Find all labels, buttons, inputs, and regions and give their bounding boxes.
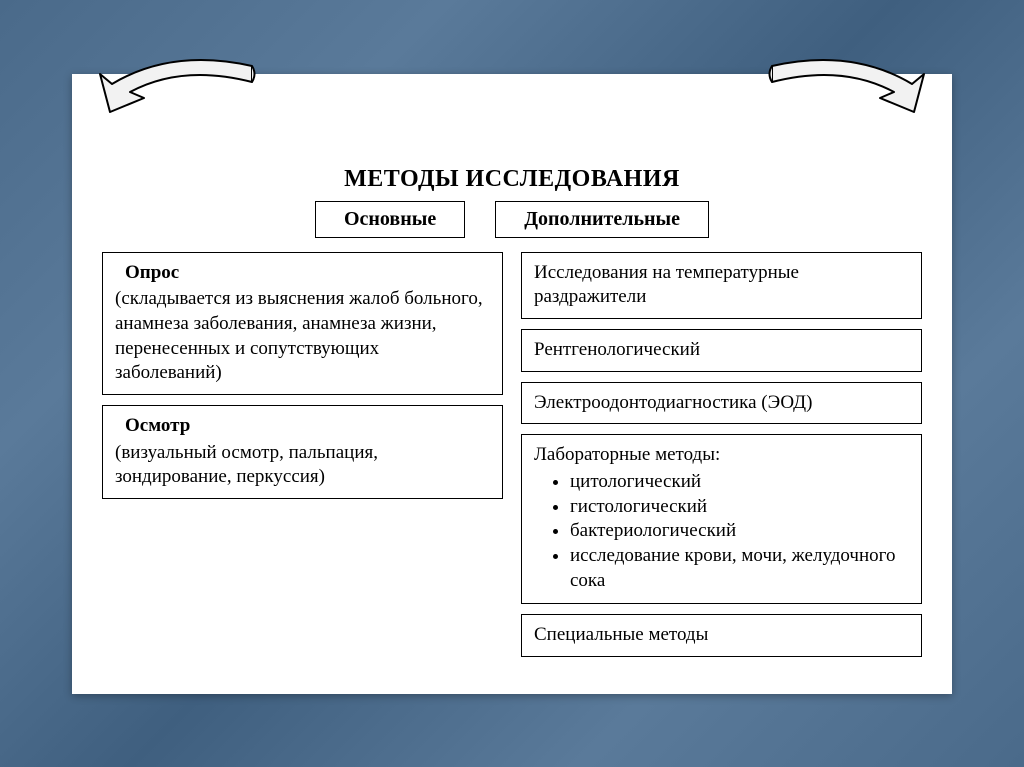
box-title: Опрос xyxy=(125,261,490,286)
category-row: Основные Дополнительные xyxy=(102,201,922,238)
header-row xyxy=(102,94,922,154)
curved-arrow-right-icon xyxy=(762,56,932,141)
box-text: Рентгенологический xyxy=(534,339,700,360)
curved-arrow-left-icon xyxy=(92,56,262,141)
lab-list: цитологический гистологический бактериол… xyxy=(534,470,909,593)
category-right: Дополнительные xyxy=(495,201,709,238)
right-box-temp: Исследования на температурные раздражите… xyxy=(521,252,922,319)
list-item: бактериологический xyxy=(570,519,909,544)
list-item: гистологический xyxy=(570,495,909,520)
list-item: цитологический xyxy=(570,470,909,495)
box-text: Исследования на температурные раздражите… xyxy=(534,262,799,308)
category-left: Основные xyxy=(315,201,465,238)
box-title: Осмотр xyxy=(125,414,490,439)
right-column: Исследования на температурные раздражите… xyxy=(521,252,922,658)
right-box-lab: Лабораторные методы: цитологический гист… xyxy=(521,434,922,604)
columns: Опрос (складывается из выяснения жалоб б… xyxy=(102,252,922,658)
right-box-eod: Электроодонтодиагностика (ЭОД) xyxy=(521,382,922,425)
box-text: Специальные методы xyxy=(534,624,708,645)
left-box-osmotr: Осмотр (визуальный осмотр, пальпация, зо… xyxy=(102,405,503,499)
right-box-xray: Рентгенологический xyxy=(521,329,922,372)
diagram-title: МЕТОДЫ ИССЛЕДОВАНИЯ xyxy=(102,166,922,193)
list-item: исследование крови, мочи, желудочного со… xyxy=(570,544,909,593)
right-box-special: Специальные методы xyxy=(521,614,922,657)
box-text: Электроодонтодиагностика (ЭОД) xyxy=(534,392,812,413)
box-body: (складывается из выяснения жалоб больног… xyxy=(115,288,483,383)
box-text: Лабораторные методы: xyxy=(534,444,720,465)
box-body: (визуальный осмотр, пальпация, зондирова… xyxy=(115,442,378,488)
page-background: МЕТОДЫ ИССЛЕДОВАНИЯ Основные Дополнитель… xyxy=(0,0,1024,767)
left-column: Опрос (складывается из выяснения жалоб б… xyxy=(102,252,503,658)
diagram-card: МЕТОДЫ ИССЛЕДОВАНИЯ Основные Дополнитель… xyxy=(72,74,952,694)
left-box-opros: Опрос (складывается из выяснения жалоб б… xyxy=(102,252,503,395)
